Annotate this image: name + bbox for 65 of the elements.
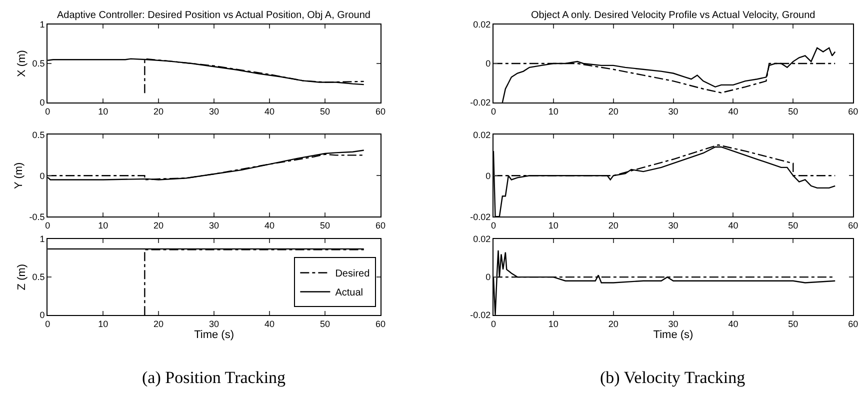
x-tick-label: 60 — [375, 318, 386, 329]
x-tick-label: 30 — [668, 106, 678, 116]
y-axis-title: X (m) — [16, 50, 28, 77]
x-tick-label: 50 — [320, 106, 330, 116]
y-tick-label: -0.02 — [470, 98, 491, 108]
x-tick-label: 20 — [608, 318, 618, 329]
chart-title: Adaptive Controller: Desired Position vs Actual Position, Obj A, Ground — [57, 10, 370, 21]
y-tick-label: -0.02 — [470, 212, 491, 222]
x-tick-label: 40 — [728, 318, 738, 329]
x-tick-label: 30 — [209, 220, 220, 230]
x-tick-label: 50 — [788, 106, 798, 116]
y-axis-title: Z (m) — [16, 264, 28, 290]
x-tick-label: 40 — [728, 106, 738, 116]
x-tick-label: 60 — [848, 318, 858, 329]
y-tick-label: 0.5 — [32, 272, 45, 282]
x-tick-label: 60 — [848, 220, 858, 230]
x-tick-label: 30 — [668, 318, 678, 329]
y-tick-label: 0.5 — [32, 58, 45, 69]
y-tick-label: 0 — [486, 58, 491, 69]
x-tick-label: 40 — [264, 318, 275, 329]
x-tick-label: 20 — [154, 318, 164, 329]
x-tick-label: 60 — [375, 220, 386, 230]
x-tick-label: 50 — [788, 318, 798, 329]
y-tick-label: -0.02 — [470, 310, 491, 320]
x-tick-label: 50 — [788, 220, 798, 230]
y-tick-label: 1 — [40, 234, 45, 244]
text: (a) Position Tracking — [142, 368, 286, 387]
y-tick-label: 0 — [486, 170, 491, 181]
x-tick-label: 20 — [154, 220, 164, 230]
x-tick-label: 10 — [548, 318, 558, 329]
x-tick-label: 20 — [608, 220, 618, 230]
chart-title: Object A only. Desired Velocity Profile vs Actual Velocity, Ground — [531, 10, 816, 21]
x-tick-label: 10 — [98, 318, 108, 329]
x-tick-label: 40 — [728, 220, 738, 230]
x-tick-label: 30 — [209, 106, 220, 116]
x-tick-label: 60 — [375, 106, 386, 116]
x-axis-title: Time (s) — [194, 329, 234, 342]
y-tick-label: 0.5 — [32, 130, 45, 140]
x-tick-label: 20 — [154, 106, 164, 116]
x-tick-label: 20 — [608, 106, 618, 116]
y-tick-label: 0 — [40, 98, 45, 108]
x-tick-label: 50 — [320, 318, 330, 329]
y-tick-label: 0.02 — [473, 234, 491, 244]
legend-label: Desired — [335, 268, 370, 280]
x-tick-label: 10 — [548, 106, 558, 116]
y-tick-label: 0 — [486, 272, 491, 282]
x-tick-label: 10 — [98, 220, 108, 230]
x-tick-label: 60 — [848, 106, 858, 116]
y-tick-label: 0.02 — [473, 130, 491, 140]
x-tick-label: 30 — [668, 220, 678, 230]
y-tick-label: 1 — [40, 20, 45, 30]
x-tick-label: 50 — [320, 220, 330, 230]
x-tick-label: 40 — [264, 106, 275, 116]
x-tick-label: 10 — [98, 106, 108, 116]
x-tick-label: 30 — [209, 318, 220, 329]
y-tick-label: -0.5 — [29, 212, 45, 222]
legend-label: Actual — [335, 288, 363, 299]
x-tick-label: 40 — [264, 220, 275, 230]
x-axis-title: Time (s) — [653, 329, 694, 342]
y-tick-label: 0 — [40, 310, 45, 320]
y-tick-label: 0.02 — [473, 20, 491, 30]
y-tick-label: 0 — [40, 170, 45, 181]
text: (b) Velocity Tracking — [600, 368, 746, 387]
x-tick-label: 10 — [548, 220, 558, 230]
y-axis-title: Y (m) — [12, 162, 25, 189]
